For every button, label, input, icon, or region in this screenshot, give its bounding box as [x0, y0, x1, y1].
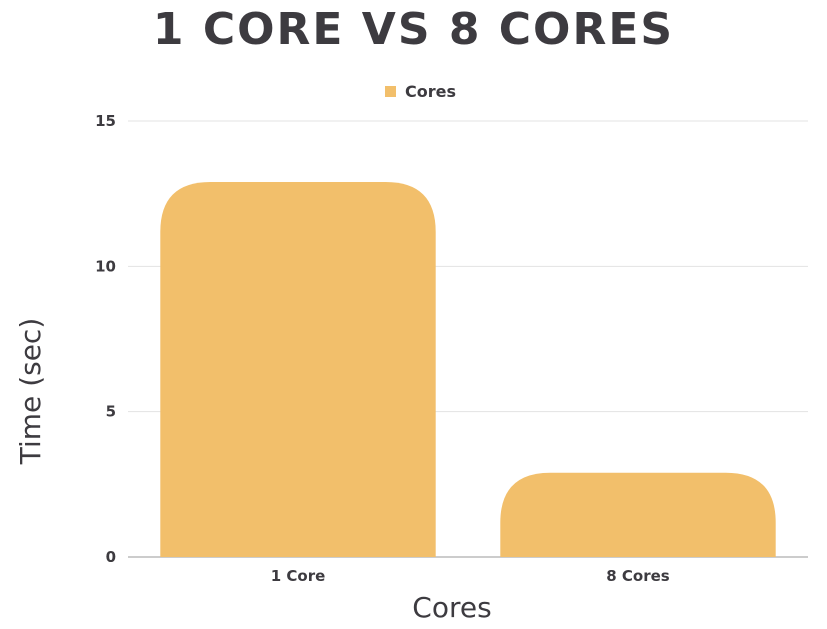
y-tick-label: 5: [106, 403, 116, 421]
chart-legend: Cores: [0, 82, 827, 101]
legend-swatch: [385, 86, 396, 97]
y-axis-title: Time (sec): [14, 318, 47, 465]
chart-title: 1 CORE VS 8 CORES: [152, 4, 675, 55]
y-tick-label: 10: [95, 257, 116, 275]
x-tick-label: 1 Core: [271, 567, 326, 585]
bars: [160, 182, 776, 558]
bar: [500, 472, 776, 557]
y-tick-label: 0: [106, 548, 116, 566]
bar: [160, 182, 436, 558]
y-tick-labels: 0 5 10 15: [95, 112, 116, 566]
x-tick-labels: 1 Core 8 Cores: [271, 567, 670, 585]
y-tick-label: 15: [95, 112, 116, 130]
legend-label: Cores: [405, 82, 456, 101]
x-tick-label: 8 Cores: [606, 567, 670, 585]
x-axis-title: Cores: [412, 591, 491, 624]
